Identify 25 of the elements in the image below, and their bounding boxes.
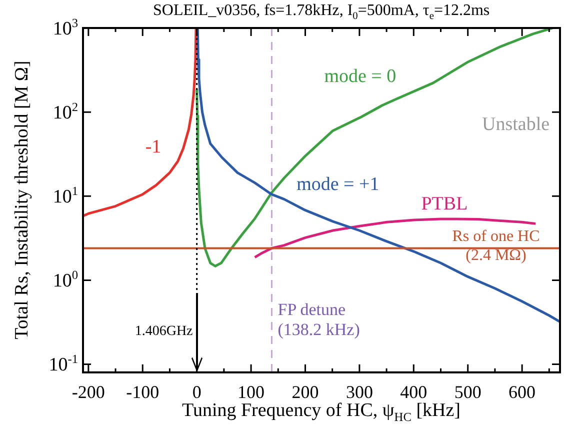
x-tick-label: 300 [346, 382, 373, 402]
x-tick-label: -200 [72, 382, 105, 402]
series-label: mode = 0 [324, 66, 396, 88]
y-tick-label: 10$^{3}$ [52, 16, 78, 40]
x-tick-label: 400 [400, 382, 428, 402]
ref-line-label: FP detune (138.2 kHz) [278, 300, 361, 340]
ref-line-label: Rs of one HC (2.4 MΩ) [451, 227, 541, 266]
x-tick-label: 0 [192, 382, 202, 402]
x-tick-label: 500 [454, 382, 482, 402]
y-tick-label: 10$^{2}$ [52, 100, 78, 124]
ref-line-label: 1.406GHz [134, 324, 193, 340]
series-label: -1 [145, 136, 162, 158]
y-tick-label: 10$^{1}$ [52, 184, 78, 208]
x-axis-title: Tuning Frequency of HC, ψ$_{HC}$ [kHz] [182, 400, 460, 425]
annotation: Unstable [482, 114, 550, 136]
chart-title: SOLEIL_v0356, fs=1.78kHz, I$_{0}$=500mA, τ$_{e}$=12.2ms [153, 2, 490, 22]
x-tick-label: 200 [292, 382, 319, 402]
y-tick-label: 10$^{0}$ [52, 268, 78, 293]
series-label: PTBL [421, 194, 468, 215]
y-axis-title: Total Rs, Instability threshold [M Ω] [10, 60, 33, 340]
x-tick-label: 600 [508, 382, 536, 402]
y-tick-label: 10$^{-1}$ [48, 352, 78, 377]
series-label: mode = +1 [296, 174, 380, 195]
x-tick-label: -100 [126, 382, 160, 402]
x-tick-label: 100 [238, 382, 265, 402]
